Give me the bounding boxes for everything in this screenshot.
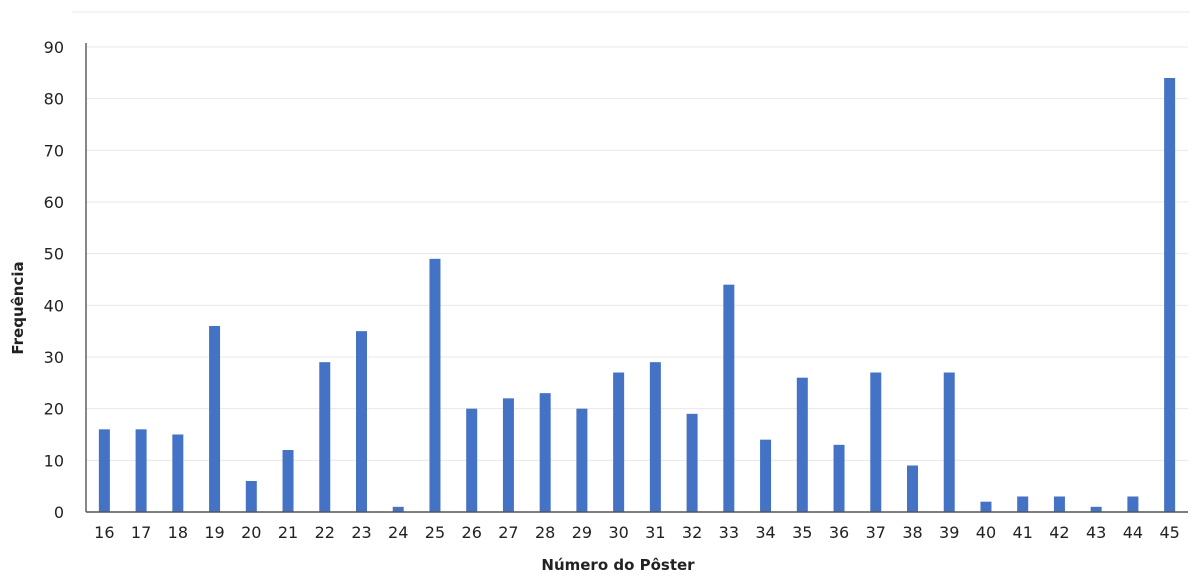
y-tick-label: 10	[44, 451, 64, 470]
bar	[613, 372, 625, 512]
bar	[943, 372, 955, 512]
x-tick-label: 20	[241, 523, 261, 542]
x-tick-label: 36	[829, 523, 849, 542]
bar	[723, 284, 735, 512]
bar	[1090, 506, 1102, 512]
y-tick-label: 30	[44, 348, 64, 367]
bar	[172, 434, 184, 512]
bar	[980, 501, 992, 512]
bar	[870, 372, 882, 512]
bar	[1053, 496, 1065, 512]
y-tick-label: 50	[44, 245, 64, 264]
x-tick-label: 43	[1086, 523, 1106, 542]
x-tick-label: 38	[902, 523, 922, 542]
x-tick-label: 24	[388, 523, 408, 542]
x-tick-label: 34	[755, 523, 775, 542]
x-tick-label: 33	[719, 523, 739, 542]
y-tick-label: 60	[44, 193, 64, 212]
x-tick-label: 35	[792, 523, 812, 542]
x-tick-label: 16	[94, 523, 114, 542]
x-tick-label: 23	[351, 523, 371, 542]
x-tick-label: 40	[976, 523, 996, 542]
x-tick-label: 18	[168, 523, 188, 542]
x-tick-label: 41	[1013, 523, 1033, 542]
gridlines	[72, 11, 1190, 461]
x-tick-label: 27	[498, 523, 518, 542]
y-tick-label: 40	[44, 296, 64, 315]
bar	[392, 506, 404, 512]
bar	[760, 439, 772, 512]
bar	[502, 398, 514, 512]
x-tick-label: 37	[866, 523, 886, 542]
x-axis-title: Número do Pôster	[541, 556, 695, 574]
x-tick-label: 42	[1049, 523, 1069, 542]
bar	[466, 408, 478, 512]
y-axis-title: Frequência	[9, 261, 27, 354]
x-axis-ticks: 16 17 18 19 20 21 22 23 24 25 26 27 28 29 30 31 32 33 34 35…	[94, 523, 1180, 542]
bar	[98, 429, 110, 512]
bar	[1127, 496, 1139, 512]
bar	[833, 444, 845, 512]
bar	[796, 377, 808, 512]
bar	[576, 408, 588, 512]
y-tick-label: 80	[44, 90, 64, 109]
bar	[1017, 496, 1029, 512]
bar	[319, 362, 331, 512]
x-tick-label: 31	[645, 523, 665, 542]
bar	[135, 429, 147, 512]
bar	[1164, 78, 1176, 512]
y-tick-label: 90	[44, 38, 64, 57]
bar	[686, 413, 698, 512]
x-tick-label: 32	[682, 523, 702, 542]
bar	[649, 362, 661, 512]
y-tick-label: 0	[54, 503, 64, 522]
x-tick-label: 45	[1159, 523, 1179, 542]
x-tick-label: 28	[535, 523, 555, 542]
y-axis-ticks: 0 10 20 30 40 50 60 70 80 90	[44, 38, 64, 522]
bar	[429, 258, 441, 512]
x-tick-label: 25	[425, 523, 445, 542]
bar	[209, 326, 221, 512]
bar	[282, 450, 294, 512]
x-tick-label: 29	[572, 523, 592, 542]
x-tick-label: 26	[462, 523, 482, 542]
y-tick-label: 20	[44, 400, 64, 419]
bars	[98, 78, 1176, 512]
x-tick-label: 19	[204, 523, 224, 542]
x-tick-label: 39	[939, 523, 959, 542]
x-tick-label: 22	[315, 523, 335, 542]
axes	[85, 43, 1188, 513]
x-tick-label: 17	[131, 523, 151, 542]
bar	[245, 481, 257, 512]
bar	[356, 331, 367, 512]
y-tick-label: 70	[44, 141, 64, 160]
bar	[907, 465, 918, 512]
x-tick-label: 21	[278, 523, 298, 542]
bar	[539, 393, 551, 512]
x-tick-label: 44	[1123, 523, 1143, 542]
x-tick-label: 30	[608, 523, 628, 542]
